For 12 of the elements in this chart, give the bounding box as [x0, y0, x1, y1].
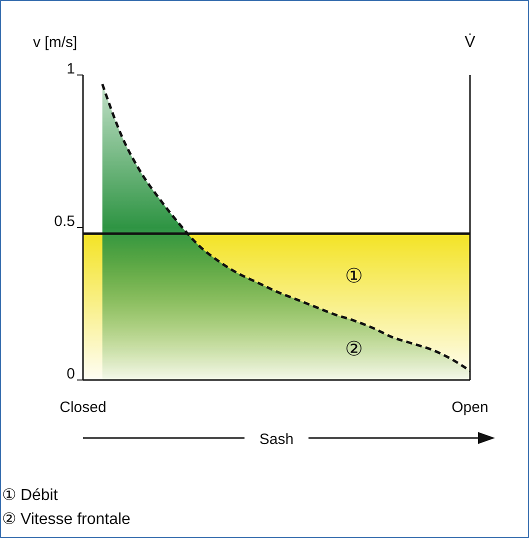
y2-axis-title: V̇	[464, 32, 476, 51]
annotation: ①	[344, 265, 363, 288]
y-axis-title: v [m/s]	[33, 34, 78, 51]
x-tick-label: Closed	[60, 399, 106, 416]
y-tick-label: 1	[66, 60, 75, 78]
text: ① Débit	[2, 487, 58, 504]
y-tick-label: 0	[66, 366, 75, 382]
x-tick-label: Open	[452, 399, 488, 416]
y-tick-label: 0.5	[54, 213, 75, 230]
annotation: ②	[344, 338, 363, 361]
text: ② Vitesse frontale	[2, 511, 131, 528]
x-axis-title: Sash	[259, 431, 294, 448]
